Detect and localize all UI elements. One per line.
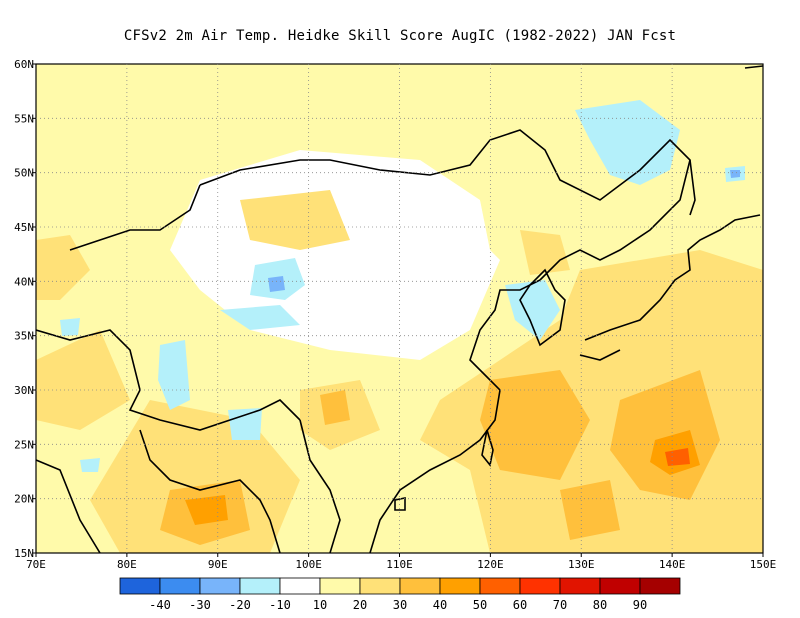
colorbar: -40 -30 -20 -10 10 20 30 40 50 60 70 80 90 <box>119 577 681 612</box>
colorbar-swatch <box>159 577 201 595</box>
lon-tick-label: 140E <box>659 558 686 571</box>
colorbar-swatch <box>319 577 361 595</box>
colorbar-label: 20 <box>353 598 367 612</box>
colorbar-swatch <box>279 577 321 595</box>
lon-tick-label: 150E <box>750 558 777 571</box>
colorbar-swatch <box>519 577 561 595</box>
colorbar-swatch <box>399 577 441 595</box>
lon-tick-label: 110E <box>386 558 413 571</box>
colorbar-label: 80 <box>593 598 607 612</box>
colorbar-label: -20 <box>229 598 251 612</box>
colorbar-swatch <box>639 577 681 595</box>
colorbar-swatch <box>239 577 281 595</box>
colorbar-label: 30 <box>393 598 407 612</box>
lon-tick-label: 80E <box>117 558 137 571</box>
lat-tick-label: 50N <box>14 167 34 180</box>
lon-tick-label: 100E <box>295 558 322 571</box>
colorbar-label: -30 <box>189 598 211 612</box>
graticule <box>36 64 763 553</box>
colorbar-label: 70 <box>553 598 567 612</box>
colorbar-swatch <box>599 577 641 595</box>
colorbar-swatch <box>479 577 521 595</box>
colorbar-swatch <box>119 577 161 595</box>
lon-tick-label: 130E <box>568 558 595 571</box>
chart-title: CFSv2 2m Air Temp. Heidke Skill Score Au… <box>123 28 677 44</box>
lat-tick-label: 15N <box>14 547 34 560</box>
colorbar-swatch <box>439 577 481 595</box>
lon-tick-label: 120E <box>477 558 504 571</box>
colorbar-label: 50 <box>473 598 487 612</box>
lat-tick-label: 40N <box>14 275 34 288</box>
lon-tick-label: 70E <box>26 558 46 571</box>
axis-ticks: 70E 80E 90E 100E 110E 120E 130E 140E 150E 15N 20N 2… <box>14 58 776 571</box>
lat-tick-label: 25N <box>14 438 34 451</box>
lat-tick-label: 30N <box>14 384 34 397</box>
lat-tick-label: 20N <box>14 493 34 506</box>
colorbar-label: 10 <box>313 598 327 612</box>
colorbar-swatch <box>359 577 401 595</box>
lon-tick-label: 90E <box>208 558 228 571</box>
colorbar-label: 60 <box>513 598 527 612</box>
colorbar-swatch <box>199 577 241 595</box>
colorbar-label: -40 <box>149 598 171 612</box>
colorbar-swatch <box>559 577 601 595</box>
colorbar-label: 40 <box>433 598 447 612</box>
lat-tick-label: 55N <box>14 112 34 125</box>
lat-tick-label: 60N <box>14 58 34 71</box>
colorbar-label: 90 <box>633 598 647 612</box>
lat-tick-label: 35N <box>14 330 34 343</box>
lat-tick-label: 45N <box>14 221 34 234</box>
colorbar-label: -10 <box>269 598 291 612</box>
